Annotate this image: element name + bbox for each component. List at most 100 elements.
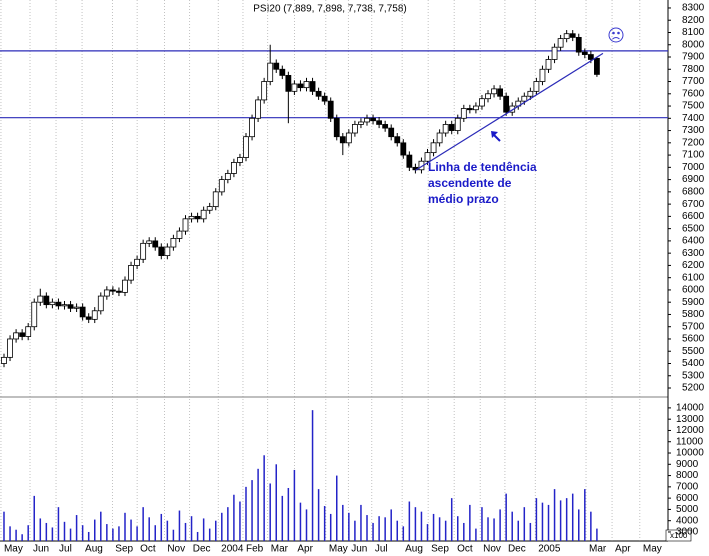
candle xyxy=(1,353,7,368)
candle-body xyxy=(97,295,104,312)
volume-bar xyxy=(402,526,405,541)
candle-body xyxy=(352,124,358,134)
volume-bar xyxy=(39,518,42,541)
volume-bar xyxy=(372,522,374,541)
candle xyxy=(67,300,74,313)
candle xyxy=(224,169,231,184)
volume-bar xyxy=(578,509,580,541)
candle-body xyxy=(85,316,92,320)
candle xyxy=(327,97,334,122)
candle xyxy=(352,120,358,137)
y-tick-label: 6500 xyxy=(682,223,705,234)
candle xyxy=(545,55,552,73)
volume-bar xyxy=(124,512,126,541)
y-tick-label: 6000 xyxy=(682,285,705,296)
x-tick-label: Mar xyxy=(589,544,607,555)
volume-bar xyxy=(299,502,302,541)
x-tick-label: 2004 xyxy=(221,544,244,555)
volume-bar xyxy=(118,526,120,541)
candle-body xyxy=(61,304,68,307)
volume-bar xyxy=(571,493,574,541)
candle xyxy=(188,212,195,223)
candle-body xyxy=(103,289,110,297)
candle-body xyxy=(43,295,50,306)
candle-body xyxy=(551,46,558,60)
volume-bar xyxy=(63,521,66,541)
candle-body xyxy=(116,290,122,293)
x-tick-label: Feb xyxy=(246,544,264,555)
volume-bar xyxy=(354,520,356,541)
volume-bar xyxy=(184,522,187,541)
volume-bar xyxy=(69,528,72,541)
candle xyxy=(539,65,546,86)
candle-body xyxy=(7,338,13,358)
candle xyxy=(116,287,122,297)
y-tick-label: 6900 xyxy=(682,174,705,185)
arrow xyxy=(491,131,501,142)
volume-bar xyxy=(378,516,380,541)
volume-bar xyxy=(559,500,562,541)
candle xyxy=(503,92,510,116)
candle xyxy=(479,95,485,110)
y-tick-label: 7300 xyxy=(682,125,705,136)
volume-bar xyxy=(227,507,229,541)
x-tick-label: Apr xyxy=(297,544,313,555)
y-tick-label: 7000 xyxy=(682,162,705,173)
candle xyxy=(200,206,207,223)
candle-body xyxy=(1,356,7,364)
volume-bar xyxy=(136,526,138,541)
volume-bar xyxy=(438,517,441,541)
y-tick-label: 6200 xyxy=(682,260,705,271)
candle-body xyxy=(533,81,540,92)
candle xyxy=(73,303,80,313)
candle-body xyxy=(279,68,286,76)
candle xyxy=(249,114,255,141)
volume-bar xyxy=(190,516,193,541)
volume-bar xyxy=(178,510,181,541)
candle xyxy=(303,77,310,92)
y-tick-label: 5800 xyxy=(682,309,705,320)
volume-bar xyxy=(390,509,392,541)
candle xyxy=(473,102,479,114)
y-tick-label: 5200 xyxy=(682,383,705,394)
candle xyxy=(557,34,564,51)
x-tick-label: Jun xyxy=(351,544,367,555)
candle-body xyxy=(49,301,56,306)
x-tick-label: Sep xyxy=(115,544,133,555)
candle xyxy=(85,313,92,324)
volume-bar xyxy=(360,504,362,541)
volume-bar xyxy=(487,517,489,541)
candle xyxy=(61,300,68,310)
volume-bar xyxy=(287,487,290,541)
candle-body xyxy=(491,88,497,95)
candle xyxy=(581,48,588,59)
candle-body xyxy=(237,157,243,163)
volume-bar xyxy=(293,469,296,541)
candle xyxy=(79,303,86,321)
candle-body xyxy=(339,136,346,144)
candle xyxy=(491,85,497,98)
candle-body xyxy=(128,265,134,281)
volume-bar xyxy=(414,507,417,541)
volume-bar xyxy=(154,525,156,541)
volume-bar xyxy=(565,498,568,541)
candle xyxy=(460,104,467,122)
candle xyxy=(230,158,237,178)
volume-bar xyxy=(100,511,102,541)
volume-bar xyxy=(263,455,265,541)
volume-bar xyxy=(384,517,386,541)
candle-body xyxy=(321,95,328,102)
candle xyxy=(551,43,558,64)
x-tick-label: Aug xyxy=(405,544,423,555)
candle-body xyxy=(140,242,147,260)
volume-bar xyxy=(208,528,211,541)
volume-bar xyxy=(541,502,544,541)
candle xyxy=(164,243,171,260)
candle xyxy=(134,255,140,270)
candle-body xyxy=(394,136,401,144)
candle-body xyxy=(91,310,98,320)
volume-bar xyxy=(457,516,459,541)
candle xyxy=(176,227,183,243)
x-tick-label: Aug xyxy=(85,544,103,555)
candle xyxy=(194,212,201,223)
